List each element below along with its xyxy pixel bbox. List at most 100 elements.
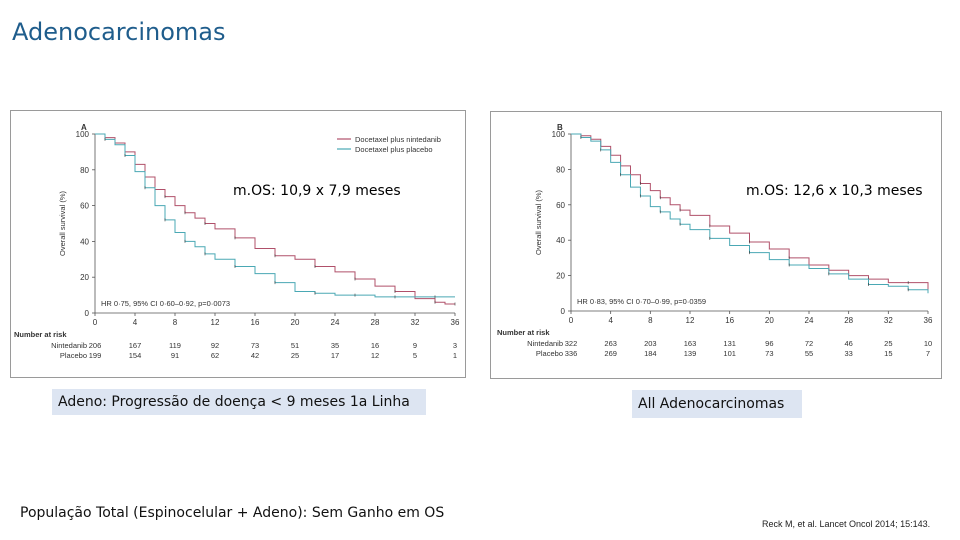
risk-value: 7 [926, 349, 930, 358]
x-tick-label: 4 [608, 316, 613, 325]
risk-row-label: Nintedanib [527, 339, 563, 348]
y-tick-label: 20 [556, 272, 565, 281]
slide-title: Adenocarcinomas [12, 18, 226, 46]
risk-value: 119 [169, 341, 181, 350]
x-tick-label: 20 [291, 318, 300, 327]
risk-value: 10 [924, 339, 932, 348]
risk-value: 263 [604, 339, 617, 348]
km-curve-placebo [95, 133, 455, 298]
y-tick-label: 80 [556, 165, 565, 174]
risk-value: 199 [89, 351, 102, 360]
risk-value: 5 [413, 351, 417, 360]
legend-entry: Docetaxel plus nintedanib [355, 135, 441, 144]
risk-value: 184 [644, 349, 657, 358]
x-tick-label: 32 [411, 318, 420, 327]
y-tick-label: 0 [561, 307, 566, 316]
y-tick-label: 60 [556, 201, 565, 210]
x-tick-label: 12 [211, 318, 220, 327]
x-tick-label: 36 [451, 318, 460, 327]
x-tick-label: 8 [648, 316, 653, 325]
risk-value: 46 [844, 339, 852, 348]
y-tick-label: 100 [552, 130, 566, 139]
x-tick-label: 24 [805, 316, 814, 325]
risk-value: 25 [884, 339, 892, 348]
risk-value: 96 [765, 339, 773, 348]
risk-table-header: Number at risk [14, 330, 67, 339]
survival-chart-b: B 0 20 40 60 80 100 Overall survival (%) 0 4 8 12 16… [490, 111, 942, 379]
x-tick-label: 24 [331, 318, 340, 327]
survival-chart-b-svg: B 0 20 40 60 80 100 Overall survival (%) 0 4 8 12 16… [497, 123, 933, 358]
risk-value: 62 [211, 351, 219, 360]
y-axis-label: Overall survival (%) [534, 189, 543, 255]
y-tick-label: 80 [80, 166, 89, 175]
hazard-ratio-text: HR 0·83, 95% CI 0·70–0·99, p=0·0359 [577, 297, 706, 306]
km-curve-nintedanib [95, 133, 455, 305]
risk-value: 336 [565, 349, 578, 358]
x-tick-label: 16 [725, 316, 734, 325]
risk-value: 51 [291, 341, 299, 350]
x-tick-label: 12 [686, 316, 695, 325]
risk-value: 35 [331, 341, 339, 350]
panel-label: A [81, 123, 87, 132]
risk-value: 206 [89, 341, 102, 350]
x-tick-label: 28 [371, 318, 380, 327]
x-tick-label: 0 [93, 318, 98, 327]
risk-value: 139 [684, 349, 697, 358]
risk-value: 322 [565, 339, 578, 348]
risk-value: 17 [331, 351, 339, 360]
risk-value: 25 [291, 351, 299, 360]
x-tick-label: 32 [884, 316, 893, 325]
y-tick-label: 0 [85, 309, 90, 318]
risk-value: 12 [371, 351, 379, 360]
risk-value: 92 [211, 341, 219, 350]
risk-value: 9 [413, 341, 417, 350]
y-tick-label: 40 [80, 237, 89, 246]
median-os-label-b: m.OS: 12,6 x 10,3 meses [744, 182, 925, 200]
risk-value: 1 [453, 351, 457, 360]
risk-value: 269 [604, 349, 617, 358]
risk-value: 101 [723, 349, 736, 358]
risk-value: 91 [171, 351, 179, 360]
risk-value: 72 [805, 339, 813, 348]
y-tick-label: 40 [556, 236, 565, 245]
x-tick-label: 4 [133, 318, 138, 327]
y-tick-label: 100 [76, 130, 90, 139]
risk-row-label: Nintedanib [51, 341, 87, 350]
caption-a: Adeno: Progressão de doença < 9 meses 1a… [52, 389, 426, 415]
km-curve-placebo [571, 133, 929, 294]
risk-value: 16 [371, 341, 379, 350]
km-curve-nintedanib [571, 133, 929, 290]
x-tick-label: 36 [924, 316, 933, 325]
risk-value: 154 [129, 351, 142, 360]
y-tick-label: 60 [80, 202, 89, 211]
footer-text: População Total (Espinocelular + Adeno):… [20, 505, 445, 521]
median-os-label-a: m.OS: 10,9 x 7,9 meses [231, 182, 403, 200]
caption-b: All Adenocarcinomas [632, 390, 802, 418]
risk-table-header: Number at risk [497, 328, 550, 337]
risk-row-label: Placebo [536, 349, 563, 358]
reference-citation: Reck M, et al. Lancet Oncol 2014; 15:143… [762, 519, 931, 529]
survival-chart-a: A 0 20 40 60 80 100 Overall survival (%) 0 4 8 12 16… [10, 110, 466, 378]
panel-label: B [557, 123, 563, 132]
x-tick-label: 28 [844, 316, 853, 325]
risk-value: 131 [723, 339, 736, 348]
legend-entry: Docetaxel plus placebo [355, 145, 433, 154]
risk-value: 55 [805, 349, 813, 358]
hazard-ratio-text: HR 0·75, 95% CI 0·60–0·92, p=0·0073 [101, 299, 230, 308]
risk-value: 73 [765, 349, 773, 358]
risk-value: 163 [684, 339, 697, 348]
risk-value: 3 [453, 341, 457, 350]
x-tick-label: 20 [765, 316, 774, 325]
y-axis-label: Overall survival (%) [58, 190, 67, 256]
risk-value: 15 [884, 349, 892, 358]
risk-value: 73 [251, 341, 259, 350]
x-tick-label: 16 [251, 318, 260, 327]
risk-value: 203 [644, 339, 657, 348]
x-tick-label: 0 [569, 316, 574, 325]
risk-row-label: Placebo [60, 351, 87, 360]
y-tick-label: 20 [80, 273, 89, 282]
x-tick-label: 8 [173, 318, 178, 327]
risk-value: 33 [844, 349, 852, 358]
risk-value: 42 [251, 351, 259, 360]
